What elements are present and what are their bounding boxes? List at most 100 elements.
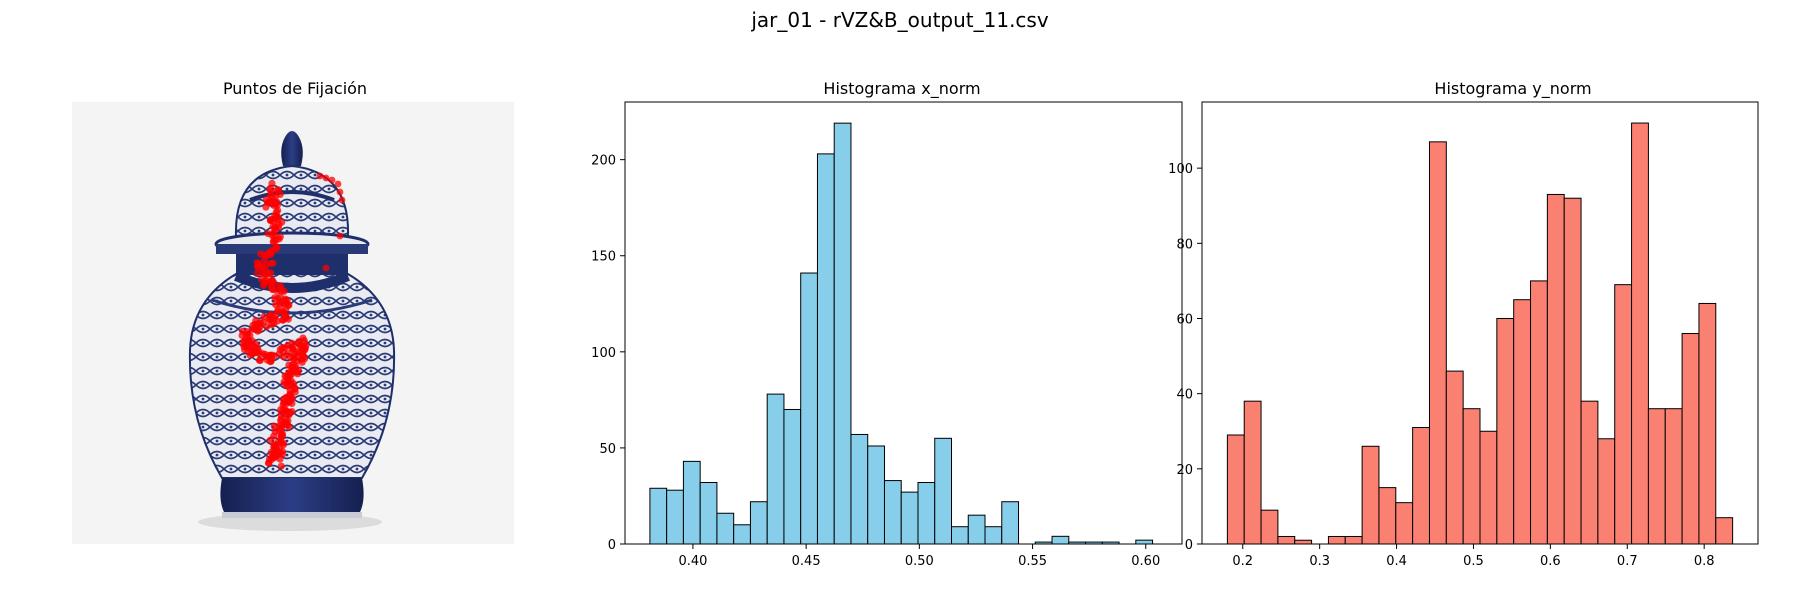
fixation-point xyxy=(278,287,286,295)
fixation-point xyxy=(255,319,263,327)
histogram-y-title: Histograma y_norm xyxy=(1434,79,1591,99)
histogram-x-bar xyxy=(1135,539,1154,545)
histogram-y-bar xyxy=(1647,408,1666,545)
fixation-point xyxy=(286,387,294,395)
histogram-x-bar xyxy=(682,460,701,545)
fixation-point xyxy=(281,380,289,388)
fixation-point xyxy=(260,313,268,321)
histogram-y-bar xyxy=(1681,333,1700,545)
histogram-x-bar xyxy=(951,526,969,545)
fixation-point xyxy=(267,356,275,364)
histogram-y-xtick-label: 0.6 xyxy=(1540,554,1561,569)
histogram-x-ytick-label: 150 xyxy=(591,250,616,265)
histogram-x-norm: Histograma x_norm 0.40 0.45 0.50 0.55 0.60 0 5… xyxy=(591,79,1183,569)
histogram-x-bar xyxy=(1001,501,1020,545)
fixation-point xyxy=(328,176,336,184)
figure-title: jar_01 - rVZ&B_output_11.csv xyxy=(751,8,1049,32)
histogram-x-bar xyxy=(816,153,835,545)
fixation-point xyxy=(274,206,282,215)
histogram-y-xtick-label: 0.7 xyxy=(1617,554,1638,569)
histogram-x-title: Histograma x_norm xyxy=(823,79,980,99)
fixation-point xyxy=(316,172,324,180)
fixation-point xyxy=(271,245,280,253)
fixation-point xyxy=(322,264,330,272)
histogram-y-bar xyxy=(1614,284,1633,545)
histogram-y-bar xyxy=(1428,141,1447,545)
histogram-x-bar xyxy=(967,514,986,545)
fixation-point xyxy=(262,195,271,203)
histogram-y-xtick-label: 0.2 xyxy=(1232,554,1253,569)
histogram-y-bar xyxy=(1226,434,1245,545)
fixation-point xyxy=(266,436,275,444)
histogram-y-bar xyxy=(1361,445,1380,545)
histogram-y-ytick-label: 80 xyxy=(1176,237,1193,252)
fixation-point xyxy=(270,422,278,430)
histogram-y-bar xyxy=(1277,535,1296,545)
histogram-x-bar xyxy=(800,272,818,545)
fixation-point xyxy=(290,380,298,388)
histogram-y-bars xyxy=(1226,122,1734,545)
histogram-y-bar xyxy=(1412,426,1430,545)
histogram-y-ytick-label: 100 xyxy=(1168,162,1193,177)
fixation-point xyxy=(334,180,342,188)
fixation-point xyxy=(265,316,273,324)
histogram-x-ytick-label: 0 xyxy=(608,538,616,553)
histogram-y-ytick-label: 60 xyxy=(1176,312,1193,327)
histogram-y-bar xyxy=(1395,502,1414,545)
fixation-point xyxy=(254,269,262,277)
fixation-point xyxy=(277,462,285,470)
histogram-y-bar xyxy=(1445,370,1464,545)
fixation-point xyxy=(266,184,274,192)
histogram-y-bar xyxy=(1698,302,1717,545)
fixation-point xyxy=(285,301,293,309)
histogram-x-bar xyxy=(666,489,684,545)
fixation-point xyxy=(262,203,270,211)
fixation-point xyxy=(262,260,270,268)
histogram-x-bar xyxy=(766,393,785,545)
fixation-point xyxy=(277,406,285,414)
fixation-point xyxy=(336,188,344,196)
fixation-panel: Puntos de Fijación xyxy=(72,79,514,544)
fixation-panel-title: Puntos de Fijación xyxy=(223,79,367,98)
histogram-y-xtick-label: 0.8 xyxy=(1694,554,1715,569)
fixation-point xyxy=(246,345,255,353)
fixation-point xyxy=(263,323,271,331)
histogram-x-bar xyxy=(984,526,1003,545)
histogram-y-bar xyxy=(1513,299,1532,545)
histogram-x-ytick-label: 200 xyxy=(591,154,616,169)
histogram-y-bar xyxy=(1496,317,1515,545)
histogram-y-bar xyxy=(1530,280,1548,545)
histogram-y-ytick-label: 20 xyxy=(1176,463,1193,478)
fixation-point xyxy=(261,277,269,285)
histogram-x-bar xyxy=(783,408,802,545)
histogram-y-bar xyxy=(1260,509,1279,545)
fixation-point xyxy=(294,370,302,378)
histogram-y-ytick-label: 40 xyxy=(1176,388,1193,403)
fixation-point xyxy=(252,348,260,356)
fixation-point xyxy=(269,238,277,246)
histogram-x-bar xyxy=(749,501,768,545)
histogram-y-bar xyxy=(1327,535,1346,545)
histogram-y-bar xyxy=(1344,535,1363,545)
histogram-x-ytick-label: 100 xyxy=(591,346,616,361)
histogram-y-bar xyxy=(1580,400,1599,545)
fixation-point xyxy=(282,401,290,409)
histogram-y-frame xyxy=(1201,101,1759,545)
histogram-y-bar xyxy=(1243,400,1262,545)
fixation-point xyxy=(276,190,284,198)
fixation-point xyxy=(275,235,283,243)
histogram-y-bar xyxy=(1563,197,1582,545)
fixation-point xyxy=(272,225,280,233)
histogram-y-bar xyxy=(1664,408,1683,545)
histogram-y-xtick-label: 0.4 xyxy=(1386,554,1407,569)
histogram-x-bar xyxy=(850,433,869,545)
histogram-x-bar xyxy=(1051,535,1070,545)
fixation-point xyxy=(294,357,302,365)
histogram-x-xtick-label: 0.40 xyxy=(678,554,707,569)
fixation-point xyxy=(336,232,344,240)
histogram-y-ticks: 0.2 0.3 0.4 0.5 0.6 0.7 0.8 0 20 40 60 80 100 xyxy=(1168,162,1714,569)
fixation-point xyxy=(267,456,275,464)
fixation-point xyxy=(257,250,265,258)
histogram-y-bar xyxy=(1479,430,1498,545)
